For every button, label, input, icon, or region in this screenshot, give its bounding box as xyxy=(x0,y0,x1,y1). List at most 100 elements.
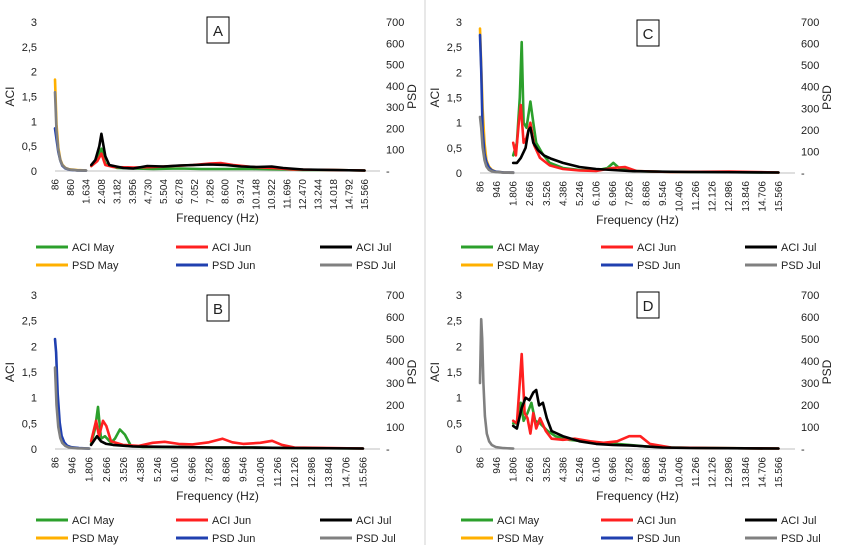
y-left-tick-label: 2,5 xyxy=(22,42,37,54)
x-tick-label: 12.986 xyxy=(307,457,318,488)
x-axis-title: Frequency (Hz) xyxy=(596,489,679,503)
x-tick-label: 6.106 xyxy=(592,181,603,206)
y-right-tick-label: 100 xyxy=(386,422,404,434)
y-left-tick-label: 2 xyxy=(456,67,462,79)
x-tick-label: 3.182 xyxy=(112,179,123,204)
x-tick-label: 11.266 xyxy=(691,457,702,487)
x-tick-label: 14.706 xyxy=(341,457,352,488)
x-tick-label: 6.106 xyxy=(592,457,603,482)
legend-label: PSD May xyxy=(497,533,544,545)
panel-label: B xyxy=(213,301,223,318)
x-tick-label: 2.408 xyxy=(97,179,108,204)
x-tick-label: 860 xyxy=(66,179,77,196)
legend-label: ACI Jul xyxy=(356,242,391,254)
y-right-tick-label: 300 xyxy=(386,102,404,114)
y-left-tick-label: 1 xyxy=(31,116,37,128)
y-left-tick-label: 1,5 xyxy=(22,92,37,104)
x-tick-label: 5.246 xyxy=(575,457,586,482)
series-line-psd-jul xyxy=(53,90,88,172)
y-right-tick-label: 500 xyxy=(801,60,819,72)
y-left-axis-title: ACI xyxy=(428,362,442,382)
x-tick-label: 6.966 xyxy=(187,457,198,482)
x-tick-label: 11.266 xyxy=(273,457,284,487)
y-left-tick-label: 0 xyxy=(456,168,462,180)
x-tick-label: 9.374 xyxy=(236,179,247,204)
legend: ACI May ACI Jun ACI Jul PSD May PSD Jun PSD J… xyxy=(461,515,821,545)
x-tick-label: 11.266 xyxy=(691,181,702,211)
chart-panel-a: 0 0,5 1 1,5 2 2,5 3 - 100 200 300 400 500 600 700 ACI PS… xyxy=(3,16,419,272)
legend-label: PSD Jul xyxy=(781,260,821,272)
y-right-tick-label: 200 xyxy=(386,400,404,412)
legend-label: ACI Jun xyxy=(212,242,251,254)
x-tick-label: 4.386 xyxy=(558,457,569,482)
y-right-tick-label: 400 xyxy=(801,356,819,368)
legend-label: PSD Jun xyxy=(212,533,255,545)
x-tick-label: 15.566 xyxy=(774,457,785,488)
y-left-tick-label: 0 xyxy=(456,444,462,456)
legend-label: PSD Jul xyxy=(356,533,396,545)
x-tick-label: 15.566 xyxy=(360,179,371,210)
series-line-psd-jul xyxy=(478,115,515,175)
x-tick-label: 1.806 xyxy=(85,457,96,482)
y-right-tick-label: 600 xyxy=(386,38,404,50)
y-right-tick-label: 600 xyxy=(801,39,819,51)
y-right-axis-title: PSD xyxy=(405,84,419,109)
panel-label: D xyxy=(643,298,654,315)
y-left-tick-label: 0 xyxy=(31,444,37,456)
y-left-tick-label: 0 xyxy=(31,166,37,178)
y-right-tick-label: 400 xyxy=(801,82,819,94)
y-left-tick-label: 3 xyxy=(31,17,37,29)
legend-label: PSD Jul xyxy=(781,533,821,545)
legend-label: ACI Jun xyxy=(212,515,251,527)
legend: ACI May ACI Jun ACI Jul PSD May PSD Jun PSD J… xyxy=(36,242,396,272)
panel-label-box xyxy=(206,294,230,322)
x-tick-label: 5.246 xyxy=(153,457,164,482)
y-right-tick-label: 600 xyxy=(801,312,819,324)
x-axis-title: Frequency (Hz) xyxy=(176,211,259,225)
y-left-tick-label: 2 xyxy=(456,341,462,353)
x-tick-label: 12.986 xyxy=(724,181,735,212)
x-tick-label: 14.706 xyxy=(757,181,768,212)
legend-label: ACI May xyxy=(497,242,540,254)
y-left-tick-label: 3 xyxy=(31,290,37,302)
x-tick-label: 3.526 xyxy=(542,181,553,206)
y-right-tick-label: 700 xyxy=(386,290,404,302)
legend-label: PSD Jun xyxy=(637,533,680,545)
x-tick-label: 946 xyxy=(492,457,503,474)
y-right-axis-title: PSD xyxy=(820,359,834,384)
legend-label: ACI May xyxy=(72,242,115,254)
x-tick-label: 15.566 xyxy=(358,457,369,488)
series-line-aci-may xyxy=(511,40,780,174)
x-tick-label: 10.406 xyxy=(256,457,267,488)
x-tick-label: 14.792 xyxy=(345,179,356,210)
panel-label-box xyxy=(636,19,660,47)
legend: ACI May ACI Jun ACI Jul PSD May PSD Jun PSD J… xyxy=(461,242,821,272)
x-tick-label: 3.526 xyxy=(119,457,130,482)
x-tick-label: 1.634 xyxy=(81,179,92,204)
x-tick-label: 12.126 xyxy=(708,457,719,488)
x-tick-label: 3.526 xyxy=(542,457,553,482)
y-left-tick-label: 1 xyxy=(456,118,462,130)
y-left-axis-title: ACI xyxy=(3,362,17,382)
series-line-psd-jul xyxy=(53,366,91,450)
y-left-tick-label: 2,5 xyxy=(447,42,462,54)
x-tick-label: 1.806 xyxy=(509,457,520,482)
x-tick-label: 1.806 xyxy=(509,181,520,206)
series-line-aci-jun xyxy=(89,419,365,450)
x-tick-label: 8.686 xyxy=(641,457,652,482)
series-line-psd-jul xyxy=(478,317,515,450)
y-left-tick-label: 0,5 xyxy=(447,418,462,430)
x-tick-label: 12.470 xyxy=(298,179,309,210)
y-left-tick-label: 0,5 xyxy=(22,418,37,430)
x-tick-label: 9.546 xyxy=(658,181,669,206)
y-right-axis-title: PSD xyxy=(405,359,419,384)
y-left-tick-label: 3 xyxy=(456,17,462,29)
y-right-axis-title: PSD xyxy=(820,85,834,110)
x-tick-label: 4.386 xyxy=(136,457,147,482)
x-tick-label: 2.666 xyxy=(525,457,536,482)
y-right-tick-label: 100 xyxy=(801,422,819,434)
y-right-tick-label: 500 xyxy=(801,334,819,346)
chart-panel-c: 0 0,5 1 1,5 2 2,5 3 - 100 200 300 400 500 600 700 ACI PS… xyxy=(428,17,834,272)
x-tick-label: 3.956 xyxy=(128,179,139,204)
